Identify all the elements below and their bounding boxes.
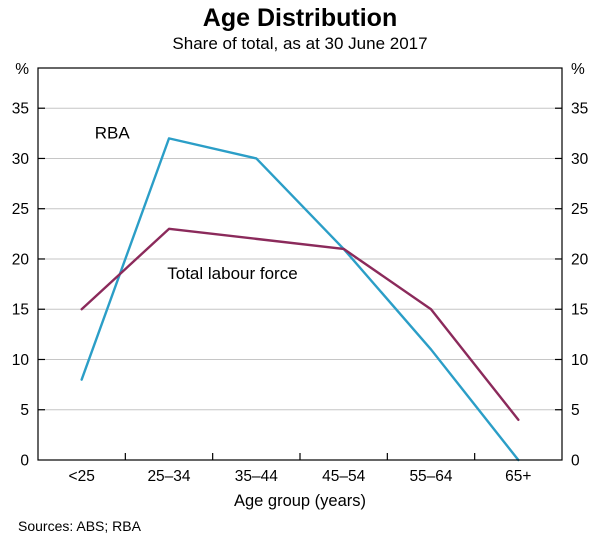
series-line-1 xyxy=(80,227,520,421)
y-tick-label-left: 10 xyxy=(12,352,30,369)
y-tick-label-left: 25 xyxy=(12,201,29,218)
x-tick-label: 65+ xyxy=(505,468,531,485)
age-distribution-chart: RBA Total labour force 0 0 5 5 10 10 15 15 20 20 25 2… xyxy=(12,61,589,510)
y-tick-label-right: 0 xyxy=(571,453,580,470)
y-tick-label-right: 25 xyxy=(571,201,588,218)
series-line-0 xyxy=(80,137,520,462)
y-tick-label-right: 30 xyxy=(571,151,589,168)
x-tick-label: 25–34 xyxy=(147,468,190,485)
x-tick-label: 45–54 xyxy=(322,468,365,485)
y-axis-unit-left: % xyxy=(15,61,29,78)
y-tick-label-left: 5 xyxy=(20,402,29,419)
chart-subtitle: Share of total, as at 30 June 2017 xyxy=(172,34,428,53)
x-tick-label: 55–64 xyxy=(409,468,452,485)
y-tick-label-left: 35 xyxy=(12,101,29,118)
y-tick-label-left: 15 xyxy=(12,302,29,319)
y-axis-unit-right: % xyxy=(571,61,585,78)
x-axis-title: Age group (years) xyxy=(234,492,366,510)
series-label-1: Total labour force xyxy=(167,264,297,283)
y-tick-label-right: 15 xyxy=(571,302,588,319)
series-label-0: RBA xyxy=(95,123,131,142)
y-tick-label-right: 5 xyxy=(571,402,580,419)
y-tick-label-right: 10 xyxy=(571,352,589,369)
chart-title: Age Distribution xyxy=(202,4,398,32)
y-tick-label-left: 0 xyxy=(20,453,29,470)
x-tick-label: <25 xyxy=(69,468,95,485)
y-tick-label-right: 20 xyxy=(571,251,589,268)
x-tick-label: 35–44 xyxy=(235,468,278,485)
source-note: Sources: ABS; RBA xyxy=(18,518,141,534)
y-tick-label-left: 20 xyxy=(12,251,30,268)
y-tick-label-left: 30 xyxy=(12,151,30,168)
y-tick-label-right: 35 xyxy=(571,101,588,118)
